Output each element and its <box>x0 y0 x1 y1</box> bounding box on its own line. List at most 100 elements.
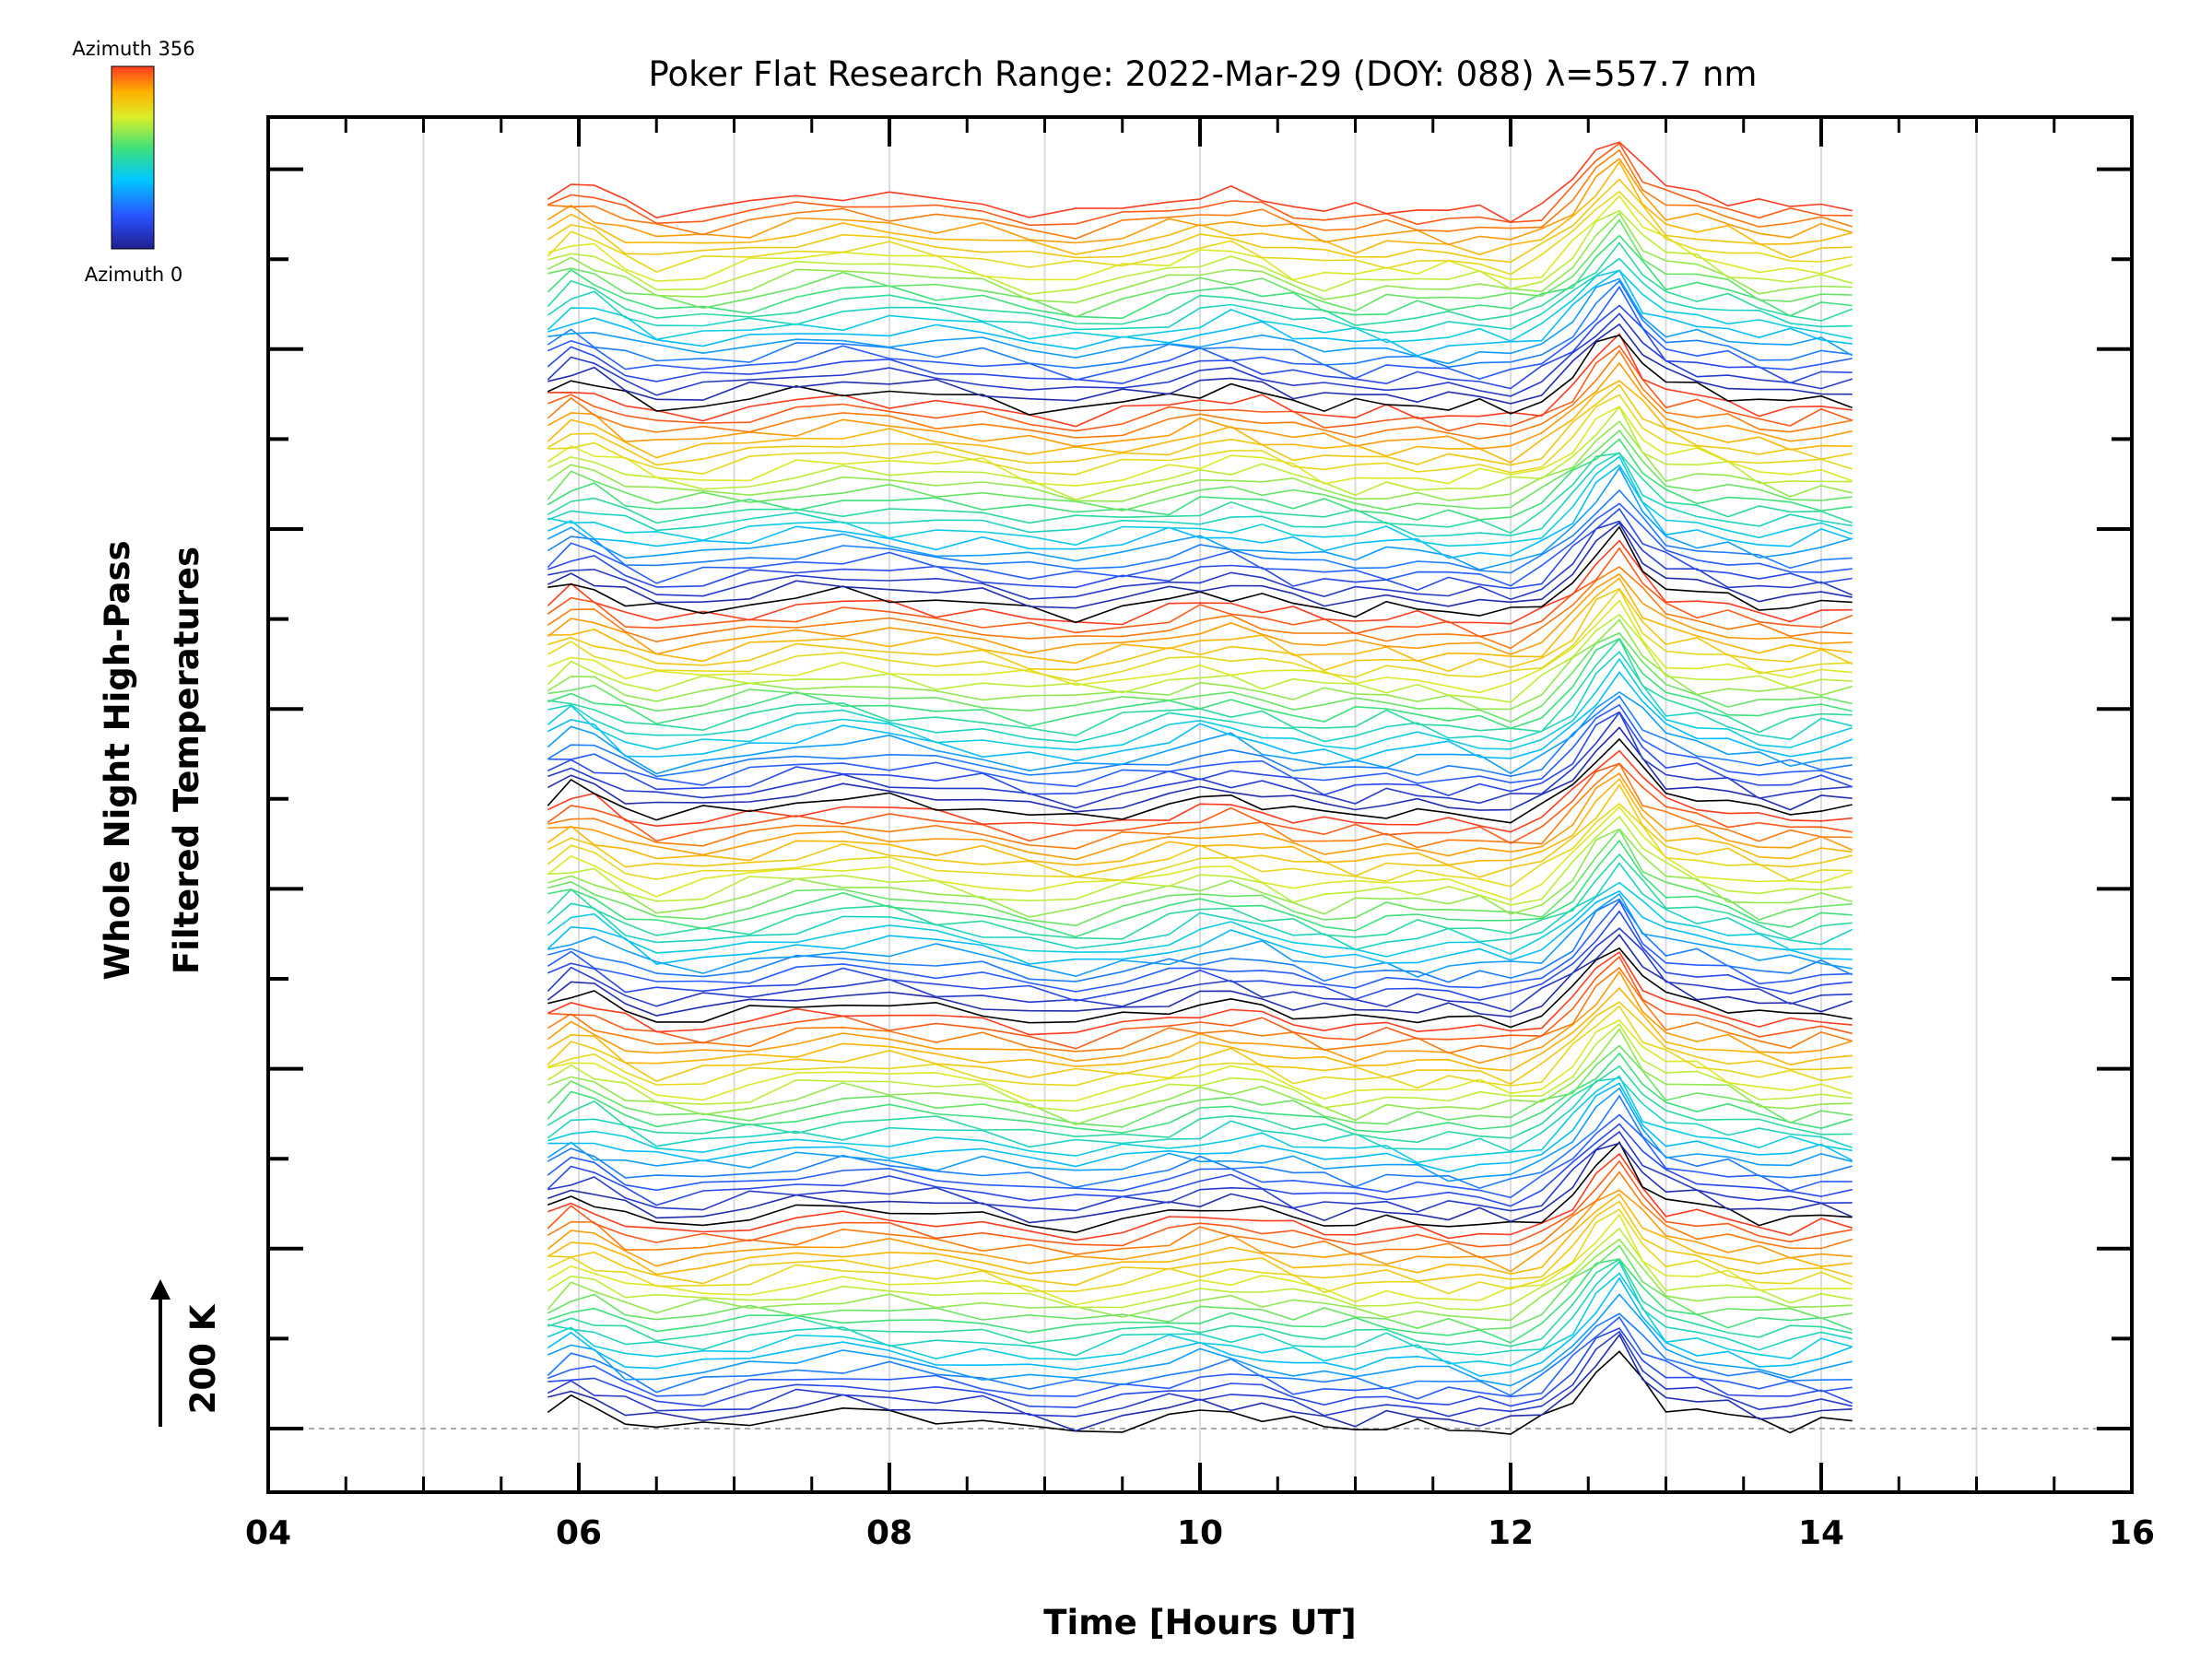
temperature-trace <box>547 899 1853 993</box>
temperature-trace <box>547 947 1853 1029</box>
x-tick-label: 06 <box>556 1514 602 1552</box>
temperature-trace <box>547 950 1853 1036</box>
temperature-trace <box>547 815 1853 906</box>
temperature-trace <box>547 839 1853 938</box>
temperature-trace <box>547 862 1853 950</box>
temperature-trace <box>547 762 1853 850</box>
temperature-trace <box>547 279 1853 370</box>
temperature-trace <box>547 1200 1853 1287</box>
x-tick-label: 16 <box>2109 1514 2155 1552</box>
temperature-trace <box>547 1123 1853 1207</box>
temperature-trace <box>547 420 1853 502</box>
temperature-trace <box>547 1052 1853 1134</box>
temperature-trace <box>547 488 1853 574</box>
scale-indicator: 200 K <box>150 1279 223 1427</box>
temperature-trace <box>547 588 1853 683</box>
temperature-trace <box>547 525 1853 624</box>
colorbar-bottom-label: Azimuth 0 <box>85 264 183 286</box>
temperature-trace <box>547 1293 1853 1387</box>
temperature-trace <box>547 269 1853 357</box>
temperature-trace <box>547 1238 1853 1322</box>
temperature-trace <box>547 587 1853 673</box>
temperature-trace <box>547 520 1853 601</box>
x-tick-label: 12 <box>1488 1514 1534 1552</box>
temperature-trace <box>547 452 1853 535</box>
temperature-trace <box>547 405 1853 487</box>
temperature-trace <box>547 631 1853 724</box>
temperature-trace <box>547 1327 1853 1408</box>
temperature-trace <box>547 970 1853 1065</box>
temperature-trace <box>547 898 1853 983</box>
temperature-trace <box>547 1312 1853 1397</box>
temperature-trace <box>547 178 1853 264</box>
temperature-trace <box>547 726 1853 813</box>
temperature-trace <box>547 547 1853 638</box>
temperature-trace <box>547 783 1853 878</box>
temperature-trace <box>547 1213 1853 1306</box>
temperature-trace <box>547 1258 1853 1347</box>
temperature-trace <box>547 1141 1853 1234</box>
temperature-trace <box>547 1171 1853 1259</box>
x-tick-label: 10 <box>1177 1514 1223 1552</box>
temperature-trace <box>547 277 1853 365</box>
temperature-trace <box>547 1082 1853 1173</box>
temperature-trace <box>547 1189 1853 1273</box>
temperature-trace <box>547 464 1853 559</box>
temperature-trace <box>547 802 1853 888</box>
scale-label: 200 K <box>183 1303 223 1414</box>
temperature-trace <box>547 955 1853 1050</box>
temperature-trace <box>547 934 1853 1018</box>
temperature-trace <box>547 142 1853 227</box>
temperature-trace <box>547 194 1853 282</box>
temperature-trace <box>547 566 1853 650</box>
temperature-trace <box>547 703 1853 788</box>
y-axis-label-line2: Filtered Temperatures <box>167 547 206 974</box>
temperature-trace <box>547 749 1853 833</box>
temperature-trace <box>547 1005 1853 1089</box>
temperature-trace <box>547 218 1853 318</box>
temperature-trace <box>547 1001 1853 1086</box>
temperature-trace <box>547 1018 1853 1102</box>
temperature-trace <box>547 1330 1853 1418</box>
temperature-trace <box>547 1028 1853 1126</box>
temperature-trace <box>547 1077 1853 1152</box>
temperature-trace <box>547 671 1853 762</box>
temperature-trace <box>547 312 1853 397</box>
temperature-trace <box>547 1333 1853 1432</box>
temperature-trace <box>547 1113 1853 1199</box>
temperature-trace <box>547 637 1853 730</box>
temperature-trace <box>547 455 1853 547</box>
temperature-trace <box>547 1159 1853 1248</box>
temperature-trace <box>547 577 1853 665</box>
temperature-trace <box>547 285 1853 382</box>
x-tick-label: 14 <box>1798 1514 1844 1552</box>
colorbar-legend: Azimuth 356 Azimuth 0 <box>72 38 194 286</box>
temperature-trace <box>547 304 1853 390</box>
temperature-trace <box>547 762 1853 844</box>
temperature-trace <box>547 1065 1853 1144</box>
temperature-trace <box>547 241 1853 326</box>
temperature-trace <box>547 650 1853 744</box>
temperature-trace <box>547 141 1853 223</box>
temperature-trace <box>547 889 1853 965</box>
temperature-trace <box>547 1094 1853 1190</box>
temperature-trace <box>547 910 1853 1002</box>
temperature-trace <box>547 572 1853 655</box>
temperature-trace <box>547 1152 1853 1241</box>
temperature-trace <box>547 383 1853 466</box>
temperature-trace <box>547 438 1853 521</box>
temperature-trace <box>547 507 1853 592</box>
temperature-trace <box>547 777 1853 866</box>
x-axis-label: Time [Hours UT] <box>1043 1603 1356 1642</box>
temperature-trace <box>547 148 1853 240</box>
temperature-trace <box>547 772 1853 861</box>
temperature-trace <box>547 892 1853 978</box>
y-axis-label-line1: Whole Night High-Pass <box>98 540 137 980</box>
temperature-trace <box>547 1227 1853 1311</box>
trace-group <box>547 141 1853 1435</box>
temperature-trace <box>547 657 1853 751</box>
temperature-trace <box>547 361 1853 450</box>
temperature-trace <box>547 853 1853 940</box>
temperature-trace <box>547 257 1853 335</box>
temperature-trace <box>547 1022 1853 1112</box>
